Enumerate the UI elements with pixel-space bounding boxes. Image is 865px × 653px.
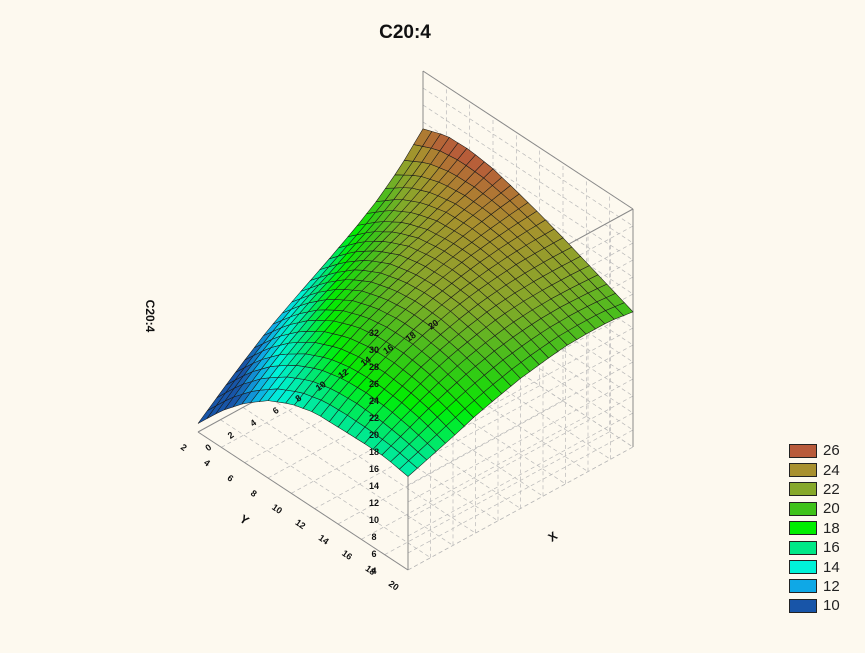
legend-label: 20 xyxy=(823,500,840,518)
z-tick-label: 32 xyxy=(369,328,379,338)
y-tick-label: 16 xyxy=(340,548,354,562)
legend-item: 14 xyxy=(789,557,859,576)
z-tick-label: 16 xyxy=(369,464,379,474)
legend-swatch xyxy=(789,482,817,497)
legend-swatch xyxy=(789,463,817,478)
x-tick-label: 14 xyxy=(359,354,373,368)
z-tick-label: 22 xyxy=(369,413,379,423)
legend-swatch xyxy=(789,443,817,458)
x-tick-label: 12 xyxy=(336,367,350,381)
box-edge xyxy=(197,431,409,571)
legend-item: 12 xyxy=(789,577,859,596)
y-tick-label: 18 xyxy=(363,563,377,577)
gridline-floor-y xyxy=(407,446,634,571)
z-tick-label: 30 xyxy=(369,345,379,355)
legend-label: 18 xyxy=(823,519,840,537)
z-tick-label: 6 xyxy=(371,549,376,559)
legend-swatch xyxy=(789,579,817,594)
legend-swatch xyxy=(789,501,817,516)
legend-swatch xyxy=(789,598,817,613)
legend-swatch xyxy=(789,540,817,555)
legend-item: 10 xyxy=(789,596,859,615)
legend-item: 20 xyxy=(789,499,859,518)
z-tick-label: 24 xyxy=(369,396,379,406)
y-tick-label: 8 xyxy=(249,488,259,499)
gridline-back-z xyxy=(407,412,634,537)
z-tick-label: 20 xyxy=(369,430,379,440)
x-tick-label: 8 xyxy=(293,393,303,404)
gridline-floor-y xyxy=(384,431,610,555)
chart-title: C20:4 xyxy=(379,22,431,43)
legend-label: 12 xyxy=(823,577,840,595)
legend-item: 18 xyxy=(789,519,859,538)
x-tick-label: 10 xyxy=(314,379,328,393)
gridline-floor-y xyxy=(337,400,564,525)
x-tick-label: 20 xyxy=(426,318,440,332)
z-tick-label: 14 xyxy=(369,481,379,491)
legend: 26 24 22 20 18 16 14 12 10 xyxy=(789,441,859,616)
legend-item: 16 xyxy=(789,538,859,557)
x-tick-label: 6 xyxy=(271,405,281,416)
x-axis-label: X xyxy=(545,529,560,545)
legend-label: 24 xyxy=(823,461,840,479)
gridline-floor-y xyxy=(361,416,587,540)
x-tick-label: 4 xyxy=(248,417,258,428)
legend-label: 14 xyxy=(823,558,840,576)
box-edge xyxy=(422,70,634,210)
z-axis-label: C20:4 xyxy=(143,300,157,333)
legend-label: 10 xyxy=(823,597,840,615)
legend-label: 16 xyxy=(823,539,840,557)
y-tick-label: 2 xyxy=(179,442,189,453)
surface-patch xyxy=(413,128,433,147)
y-tick-label: 10 xyxy=(270,502,284,516)
z-tick-label: 28 xyxy=(369,362,379,372)
surface-layer xyxy=(197,128,634,477)
z-tick-label: 26 xyxy=(369,379,379,389)
y-tick-label: 14 xyxy=(317,533,331,547)
legend-swatch xyxy=(789,521,817,536)
legend-item: 26 xyxy=(789,441,859,460)
legend-swatch xyxy=(789,560,817,575)
x-tick-label: 18 xyxy=(404,330,418,344)
legend-item: 24 xyxy=(789,460,859,479)
y-tick-label: 4 xyxy=(202,457,212,468)
y-tick-label: 12 xyxy=(293,517,307,531)
legend-item: 22 xyxy=(789,480,859,499)
z-tick-label: 8 xyxy=(371,532,376,542)
y-tick-label: 6 xyxy=(225,473,235,484)
z-tick-label: 4 xyxy=(371,566,376,576)
z-tick-label: 10 xyxy=(369,515,379,525)
x-tick-label: 2 xyxy=(226,430,236,441)
y-tick-label: 20 xyxy=(387,579,401,593)
x-tick-label: 0 xyxy=(203,442,213,453)
legend-label: 26 xyxy=(823,442,840,460)
legend-label: 22 xyxy=(823,480,840,498)
z-tick-label: 18 xyxy=(369,447,379,457)
gridline-back-z xyxy=(407,378,634,503)
z-tick-label: 12 xyxy=(369,498,379,508)
x-tick-label: 16 xyxy=(381,342,395,356)
y-axis-label: Y xyxy=(237,512,252,528)
